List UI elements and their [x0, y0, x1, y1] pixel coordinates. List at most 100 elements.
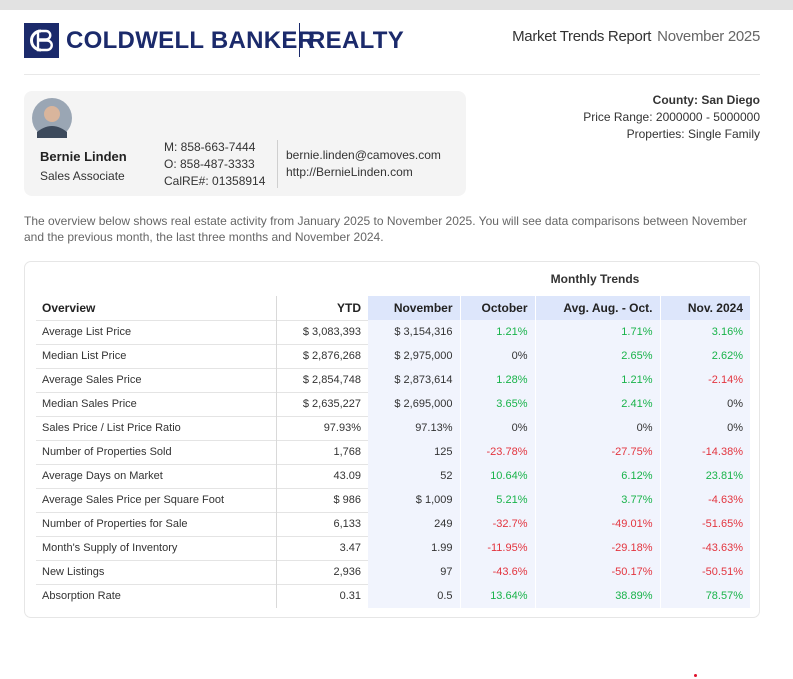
marker-dot	[694, 674, 697, 677]
agent-email[interactable]: bernie.linden@camoves.com	[286, 148, 441, 162]
table-cell: Sales Price / List Price Ratio	[36, 415, 276, 440]
table-cell: 1.99	[368, 535, 460, 560]
table-cell: -23.78%	[459, 439, 535, 464]
top-bar	[0, 0, 793, 10]
table-cell: -2.14%	[659, 367, 750, 392]
trends-table: Overview YTD November October Avg. Aug. - Oc…	[36, 296, 750, 608]
agent-card	[24, 91, 466, 196]
table-cell: 0%	[534, 415, 660, 440]
table-cell: Number of Properties for Sale	[36, 511, 276, 536]
table-row: Number of Properties Sold 1,768 125 -23.78%…	[36, 439, 750, 464]
table-cell: 0.5	[368, 583, 460, 608]
group-header: Monthly Trends	[550, 272, 640, 286]
table-cell: $ 1,009	[368, 487, 460, 512]
table-cell: 2.41%	[534, 391, 660, 416]
divider	[24, 74, 760, 75]
table-cell: 43.09	[275, 463, 368, 488]
table-cell: 1.21%	[459, 319, 535, 344]
table-cell: $ 2,975,000	[368, 343, 460, 368]
table-cell: 2,936	[275, 559, 368, 584]
table-cell: $ 2,695,000	[368, 391, 460, 416]
table-cell: Median Sales Price	[36, 391, 276, 416]
table-cell: -29.18%	[534, 535, 660, 560]
report-heading: Market Trends Report November 2025	[512, 28, 760, 45]
avatar	[32, 98, 72, 138]
table-cell: 3.65%	[459, 391, 535, 416]
column-header: Nov. 2024	[659, 296, 750, 320]
table-cell: Median List Price	[36, 343, 276, 368]
table-cell: 3.16%	[659, 319, 750, 344]
table-card	[24, 261, 760, 618]
table-cell: 2.65%	[534, 343, 660, 368]
table-cell: 13.64%	[459, 583, 535, 608]
table-row: Average Sales Price per Square Foot $ 986…	[36, 487, 750, 512]
report-date: November 2025	[657, 28, 760, 45]
table-row: Number of Properties for Sale 6,133 249 -32…	[36, 511, 750, 536]
table-cell: 1.71%	[534, 319, 660, 344]
table-cell: -14.38%	[659, 439, 750, 464]
table-cell: 97.13%	[368, 415, 460, 440]
agent-website[interactable]: http://BernieLinden.com	[286, 165, 413, 179]
column-header: Overview	[42, 300, 96, 315]
table-cell: 97.93%	[275, 415, 368, 440]
table-cell: $ 2,873,614	[368, 367, 460, 392]
table-cell: 97	[368, 559, 460, 584]
table-cell: Average List Price	[36, 319, 276, 344]
table-cell: 38.89%	[534, 583, 660, 608]
table-cell: Average Sales Price	[36, 367, 276, 392]
brand-divider	[299, 23, 300, 57]
column-header: October	[459, 296, 535, 320]
column-header: YTD	[275, 296, 368, 320]
table-cell: New Listings	[36, 559, 276, 584]
header-row: Overview YTD November October Avg. Aug. - Oc…	[36, 296, 750, 320]
logo-mark	[24, 23, 59, 58]
table-cell: 2.62%	[659, 343, 750, 368]
table-cell: 0.31	[275, 583, 368, 608]
table-cell: -43.63%	[659, 535, 750, 560]
table-cell: $ 986	[275, 487, 368, 512]
table-cell: 23.81%	[659, 463, 750, 488]
report-title: Market Trends Report	[512, 28, 652, 45]
table-cell: $ 3,083,393	[275, 319, 368, 344]
table-cell: Average Sales Price per Square Foot	[36, 487, 276, 512]
table-cell: -51.65%	[659, 511, 750, 536]
table-cell: $ 3,154,316	[368, 319, 460, 344]
table-cell: Month's Supply of Inventory	[36, 535, 276, 560]
table-cell: 0%	[659, 415, 750, 440]
agent-office: O: 858-487-3333	[164, 157, 255, 171]
table-cell: -49.01%	[534, 511, 660, 536]
table-cell: 0%	[659, 391, 750, 416]
table-row: Month's Supply of Inventory 3.47 1.99 -11.9…	[36, 535, 750, 560]
table-row: New Listings 2,936 97 -43.6% -50.17% -50.51%	[36, 559, 750, 584]
filter-properties: Properties: Single Family	[626, 127, 760, 141]
table-cell: 3.77%	[534, 487, 660, 512]
agent-mobile: M: 858-663-7444	[164, 140, 256, 154]
table-cell: 125	[368, 439, 460, 464]
table-cell: 1.28%	[459, 367, 535, 392]
table-cell: $ 2,854,748	[275, 367, 368, 392]
table-cell: -50.17%	[534, 559, 660, 584]
table-cell: 78.57%	[659, 583, 750, 608]
table-cell: 5.21%	[459, 487, 535, 512]
table-row: Sales Price / List Price Ratio 97.93% 97.1…	[36, 415, 750, 440]
agent-license: CalRE#: 01358914	[164, 174, 266, 188]
table-row: Absorption Rate 0.31 0.5 13.64% 38.89% 78.57%	[36, 583, 750, 608]
table-cell: -4.63%	[659, 487, 750, 512]
table-cell: 52	[368, 463, 460, 488]
table-cell: 6.12%	[534, 463, 660, 488]
table-row: Median Sales Price $ 2,635,227 $ 2,695,000…	[36, 391, 750, 416]
column-header: November	[368, 296, 460, 320]
table-cell: $ 2,876,268	[275, 343, 368, 368]
table-cell: 249	[368, 511, 460, 536]
table-cell: -50.51%	[659, 559, 750, 584]
table-cell: -43.6%	[459, 559, 535, 584]
filter-county: County: San Diego	[652, 93, 760, 107]
agent-name: Bernie Linden	[40, 149, 127, 164]
table-row: Average List Price $ 3,083,393 $ 3,154,316…	[36, 319, 750, 344]
table-cell: $ 2,635,227	[275, 391, 368, 416]
card-divider	[277, 140, 278, 188]
table-cell: 1.21%	[534, 367, 660, 392]
table-cell: -32.7%	[459, 511, 535, 536]
column-header: Avg. Aug. - Oct.	[534, 296, 660, 320]
